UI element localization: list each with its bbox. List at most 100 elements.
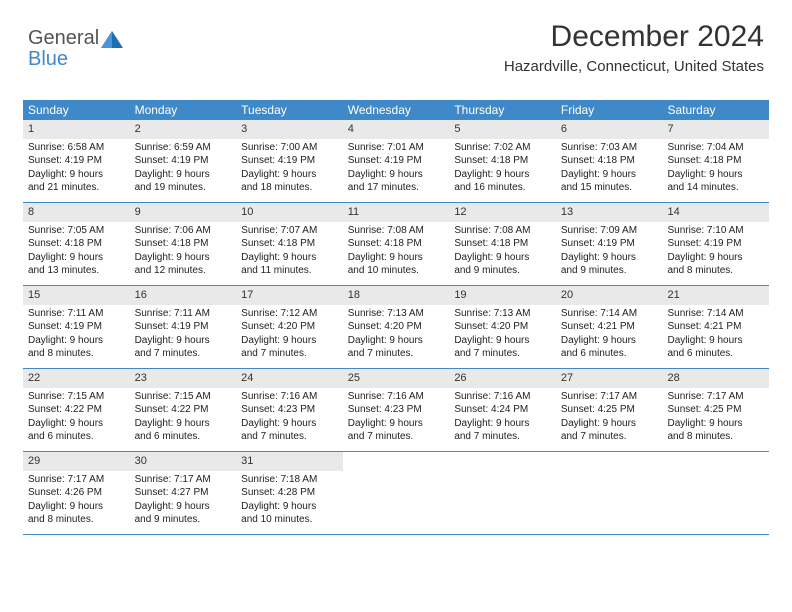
sunrise-text: Sunrise: 7:14 AM <box>561 307 658 321</box>
day-number: 3 <box>236 120 343 139</box>
day-cell: 10Sunrise: 7:07 AMSunset: 4:18 PMDayligh… <box>236 203 343 285</box>
sunrise-text: Sunrise: 7:15 AM <box>28 390 125 404</box>
day-cell: 23Sunrise: 7:15 AMSunset: 4:22 PMDayligh… <box>130 369 237 451</box>
daylight-text: Daylight: 9 hours <box>241 417 338 431</box>
day-number: 25 <box>343 369 450 388</box>
day-content: Sunrise: 7:17 AMSunset: 4:26 PMDaylight:… <box>23 471 130 531</box>
day-content: Sunrise: 7:06 AMSunset: 4:18 PMDaylight:… <box>130 222 237 282</box>
week-row: 15Sunrise: 7:11 AMSunset: 4:19 PMDayligh… <box>23 286 769 369</box>
daylight-text: and 8 minutes. <box>667 430 764 444</box>
sunset-text: Sunset: 4:27 PM <box>135 486 232 500</box>
day-cell: 21Sunrise: 7:14 AMSunset: 4:21 PMDayligh… <box>662 286 769 368</box>
week-row: 29Sunrise: 7:17 AMSunset: 4:26 PMDayligh… <box>23 452 769 535</box>
day-number: 22 <box>23 369 130 388</box>
day-content: Sunrise: 7:17 AMSunset: 4:25 PMDaylight:… <box>556 388 663 448</box>
daylight-text: Daylight: 9 hours <box>667 417 764 431</box>
daylight-text: Daylight: 9 hours <box>135 334 232 348</box>
sunrise-text: Sunrise: 6:59 AM <box>135 141 232 155</box>
day-cell: 4Sunrise: 7:01 AMSunset: 4:19 PMDaylight… <box>343 120 450 202</box>
daylight-text: and 7 minutes. <box>348 347 445 361</box>
sunrise-text: Sunrise: 7:06 AM <box>135 224 232 238</box>
day-cell: 31 Sunrise: 7:18 AMSunset: 4:28 PMDayligh… <box>236 452 343 534</box>
daylight-text: Daylight: 9 hours <box>561 334 658 348</box>
day-cell: 8Sunrise: 7:05 AMSunset: 4:18 PMDaylight… <box>23 203 130 285</box>
daylight-text: and 6 minutes. <box>28 430 125 444</box>
day-number: 21 <box>662 286 769 305</box>
day-cell: 12Sunrise: 7:08 AMSunset: 4:18 PMDayligh… <box>449 203 556 285</box>
sunrise-text: Sunrise: 7:02 AM <box>454 141 551 155</box>
daylight-text: Daylight: 9 hours <box>241 251 338 265</box>
daylight-text: and 12 minutes. <box>135 264 232 278</box>
sunset-text: Sunset: 4:21 PM <box>667 320 764 334</box>
sunset-text: Sunset: 4:25 PM <box>667 403 764 417</box>
daylight-text: and 9 minutes. <box>561 264 658 278</box>
logo: General Blue <box>28 28 123 70</box>
daylight-text: Daylight: 9 hours <box>135 500 232 514</box>
daylight-text: Daylight: 9 hours <box>454 417 551 431</box>
daylight-text: and 19 minutes. <box>135 181 232 195</box>
sunrise-text: Sunrise: 7:10 AM <box>667 224 764 238</box>
sunrise-text: Sunrise: 7:17 AM <box>561 390 658 404</box>
day-number: 16 <box>130 286 237 305</box>
daylight-text: Daylight: 9 hours <box>348 251 445 265</box>
daylight-text: Daylight: 9 hours <box>241 168 338 182</box>
sunrise-text: Sunrise: 7:16 AM <box>454 390 551 404</box>
daylight-text: and 9 minutes. <box>454 264 551 278</box>
day-cell: 13Sunrise: 7:09 AMSunset: 4:19 PMDayligh… <box>556 203 663 285</box>
daylight-text: Daylight: 9 hours <box>348 417 445 431</box>
day-number: 26 <box>449 369 556 388</box>
day-content: Sunrise: 7:04 AMSunset: 4:18 PMDaylight:… <box>662 139 769 199</box>
day-content: Sunrise: 7:05 AMSunset: 4:18 PMDaylight:… <box>23 222 130 282</box>
sunrise-text: Sunrise: 7:16 AM <box>348 390 445 404</box>
daylight-text: Daylight: 9 hours <box>667 334 764 348</box>
sunset-text: Sunset: 4:19 PM <box>135 154 232 168</box>
daylight-text: and 13 minutes. <box>28 264 125 278</box>
day-number: 9 <box>130 203 237 222</box>
header: December 2024 Hazardville, Connecticut, … <box>504 20 764 75</box>
sunrise-text: Sunrise: 7:09 AM <box>561 224 658 238</box>
sunset-text: Sunset: 4:19 PM <box>28 154 125 168</box>
sunrise-text: Sunrise: 7:18 AM <box>241 473 338 487</box>
sunset-text: Sunset: 4:18 PM <box>241 237 338 251</box>
day-content: Sunrise: 7:17 AMSunset: 4:27 PMDaylight:… <box>130 471 237 531</box>
week-row: 8Sunrise: 7:05 AMSunset: 4:18 PMDaylight… <box>23 203 769 286</box>
day-cell: 17Sunrise: 7:12 AMSunset: 4:20 PMDayligh… <box>236 286 343 368</box>
sunset-text: Sunset: 4:21 PM <box>561 320 658 334</box>
sunrise-text: Sunrise: 7:13 AM <box>348 307 445 321</box>
daylight-text: Daylight: 9 hours <box>241 500 338 514</box>
sunset-text: Sunset: 4:18 PM <box>561 154 658 168</box>
day-cell: 2Sunrise: 6:59 AMSunset: 4:19 PMDaylight… <box>130 120 237 202</box>
day-cell: 29Sunrise: 7:17 AMSunset: 4:26 PMDayligh… <box>23 452 130 534</box>
daylight-text: and 6 minutes. <box>135 430 232 444</box>
day-cell: 24Sunrise: 7:16 AMSunset: 4:23 PMDayligh… <box>236 369 343 451</box>
day-cell: 11Sunrise: 7:08 AMSunset: 4:18 PMDayligh… <box>343 203 450 285</box>
day-number: 31 <box>236 452 343 471</box>
day-number: 8 <box>23 203 130 222</box>
day-number: 30 <box>130 452 237 471</box>
day-cell: 20Sunrise: 7:14 AMSunset: 4:21 PMDayligh… <box>556 286 663 368</box>
day-cell: 1Sunrise: 6:58 AMSunset: 4:19 PMDaylight… <box>23 120 130 202</box>
day-header: Wednesday <box>343 100 450 120</box>
day-header: Saturday <box>662 100 769 120</box>
day-content: Sunrise: 7:03 AMSunset: 4:18 PMDaylight:… <box>556 139 663 199</box>
daylight-text: Daylight: 9 hours <box>348 168 445 182</box>
day-cell: 25Sunrise: 7:16 AMSunset: 4:23 PMDayligh… <box>343 369 450 451</box>
day-content: Sunrise: 7:11 AMSunset: 4:19 PMDaylight:… <box>23 305 130 365</box>
logo-mark-icon <box>101 30 123 50</box>
day-content: Sunrise: 7:16 AMSunset: 4:23 PMDaylight:… <box>343 388 450 448</box>
logo-general-text: General <box>28 27 99 49</box>
sunrise-text: Sunrise: 6:58 AM <box>28 141 125 155</box>
day-cell: 9Sunrise: 7:06 AMSunset: 4:18 PMDaylight… <box>130 203 237 285</box>
day-cell: 7Sunrise: 7:04 AMSunset: 4:18 PMDaylight… <box>662 120 769 202</box>
sunset-text: Sunset: 4:20 PM <box>454 320 551 334</box>
daylight-text: and 8 minutes. <box>667 264 764 278</box>
daylight-text: and 6 minutes. <box>561 347 658 361</box>
daylight-text: Daylight: 9 hours <box>454 334 551 348</box>
day-content: Sunrise: 7:14 AMSunset: 4:21 PMDaylight:… <box>556 305 663 365</box>
sunset-text: Sunset: 4:28 PM <box>241 486 338 500</box>
sunset-text: Sunset: 4:18 PM <box>135 237 232 251</box>
sunrise-text: Sunrise: 7:11 AM <box>28 307 125 321</box>
day-number: 23 <box>130 369 237 388</box>
day-number: 13 <box>556 203 663 222</box>
sunrise-text: Sunrise: 7:13 AM <box>454 307 551 321</box>
